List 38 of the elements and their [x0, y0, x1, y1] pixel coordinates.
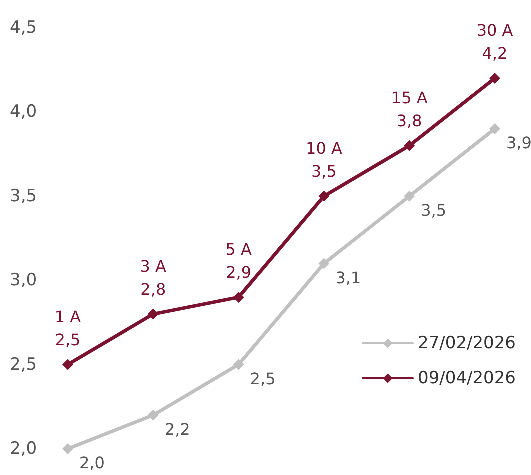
point — [318, 190, 330, 202]
annotation: 15 A — [391, 88, 428, 108]
y-tick-label: 4,5 — [10, 18, 38, 38]
annotation: 1 A — [54, 307, 82, 326]
y-tick-label: 4,0 — [10, 102, 38, 122]
point — [233, 359, 244, 370]
point — [148, 308, 159, 320]
point — [62, 444, 74, 454]
data-label: 3,5 — [421, 200, 447, 220]
data-label: 3,5 — [311, 162, 337, 181]
data-label: 2,5 — [55, 330, 81, 350]
legend-label: 09/04/2026 — [418, 368, 516, 388]
data-label: 2,5 — [250, 369, 276, 388]
annotation: 30 A — [476, 21, 514, 40]
annotation: 3 A — [140, 256, 167, 276]
legend-label: 27/02/2026 — [418, 334, 516, 354]
data-label: 2,8 — [140, 280, 166, 299]
point — [233, 292, 244, 303]
point — [318, 258, 330, 270]
annotation: 10 A — [306, 138, 342, 158]
point — [62, 359, 74, 370]
data-label: 4,2 — [482, 44, 508, 64]
point — [490, 73, 500, 84]
y-tick-label: 3,5 — [10, 186, 38, 206]
data-label: 2,9 — [226, 262, 252, 282]
point — [148, 410, 159, 421]
data-label: 3,8 — [396, 111, 422, 130]
point — [490, 124, 500, 135]
point — [404, 190, 416, 202]
annotation: 5 A — [226, 240, 252, 259]
data-label: 3,1 — [336, 268, 362, 288]
data-label: 2,2 — [164, 420, 190, 439]
y-tick-label: 2,0 — [10, 439, 38, 459]
data-label: 2,0 — [80, 454, 105, 472]
data-label: 3,9 — [506, 134, 531, 153]
y-tick-label: 3,0 — [10, 270, 38, 291]
point — [404, 140, 416, 152]
y-tick-label: 2,5 — [10, 354, 38, 375]
